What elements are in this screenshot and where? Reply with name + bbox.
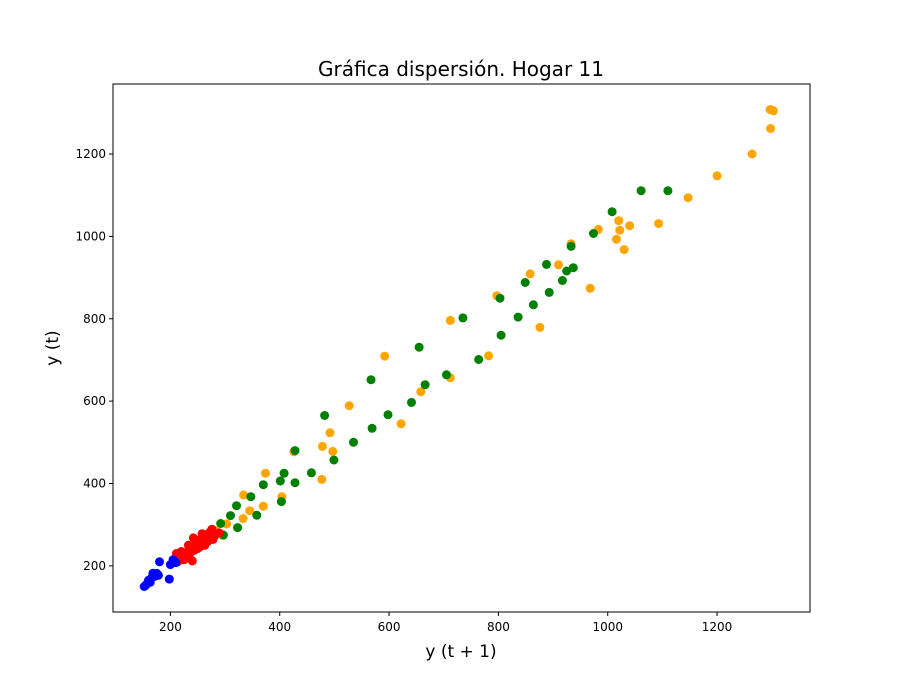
y-tick-label: 400 <box>83 477 106 491</box>
data-point-s0-9 <box>615 225 625 235</box>
data-point-s1-12 <box>513 312 523 322</box>
data-point-s1-21 <box>383 410 393 420</box>
data-point-s1-17 <box>442 370 451 380</box>
data-point-s1-38 <box>226 511 235 521</box>
data-point-s0-6 <box>654 219 664 229</box>
data-point-s0-34 <box>245 506 255 516</box>
data-point-s1-15 <box>458 313 468 323</box>
data-point-s1-31 <box>275 476 285 486</box>
data-point-s0-1 <box>768 106 778 116</box>
data-point-s1-23 <box>367 423 377 433</box>
data-point-s1-30 <box>279 468 289 478</box>
data-point-s0-36 <box>238 514 248 523</box>
data-point-s0-8 <box>614 216 624 226</box>
data-point-s1-29 <box>290 478 300 488</box>
data-point-s0-25 <box>344 401 354 411</box>
y-axis-ticks: 200 400 600 800 1000 1200 <box>75 147 113 573</box>
data-point-s0-26 <box>325 428 335 438</box>
data-point-s1-32 <box>276 497 286 507</box>
data-point-s0-5 <box>683 193 693 203</box>
x-axis-label: y (t + 1) <box>425 642 496 662</box>
data-point-s0-35 <box>239 490 249 500</box>
data-point-s1-28 <box>290 446 300 456</box>
data-point-s0-15 <box>554 260 563 270</box>
x-axis-ticks: 200 400 600 800 1000 1200 <box>159 612 732 634</box>
data-point-s3-14 <box>139 582 149 591</box>
x-tick-label: 1000 <box>592 620 623 634</box>
data-point-s1-7 <box>557 276 567 285</box>
data-point-s1-0 <box>663 186 673 196</box>
data-point-s1-34 <box>252 510 262 520</box>
y-axis-label: y (t) <box>43 330 63 365</box>
data-point-s1-16 <box>474 355 484 364</box>
data-point-s1-20 <box>407 397 416 407</box>
y-tick-label: 1200 <box>75 147 106 161</box>
points-layer <box>139 105 778 591</box>
data-point-s1-33 <box>258 480 268 490</box>
data-point-s1-2 <box>607 207 617 217</box>
data-point-s1-19 <box>414 342 424 352</box>
data-point-s1-1 <box>636 186 646 196</box>
data-point-s1-24 <box>349 437 358 447</box>
data-point-s0-22 <box>416 387 426 397</box>
data-point-s0-23 <box>396 419 406 429</box>
data-point-s0-16 <box>525 269 535 279</box>
data-point-s3-3 <box>164 574 174 584</box>
data-point-s1-37 <box>232 501 241 511</box>
data-point-s0-17 <box>535 322 545 332</box>
data-point-s0-7 <box>625 221 635 231</box>
data-point-s1-3 <box>589 229 598 238</box>
data-point-s3-2 <box>165 560 175 570</box>
data-point-s0-19 <box>484 351 494 361</box>
data-point-s1-39 <box>216 519 226 528</box>
y-tick-label: 800 <box>83 312 106 326</box>
data-point-s0-33 <box>258 501 268 511</box>
data-point-s1-14 <box>496 330 506 340</box>
data-point-s0-2 <box>766 124 776 133</box>
data-point-s0-13 <box>585 283 595 293</box>
data-point-s1-10 <box>528 300 538 310</box>
plot-frame <box>112 83 811 613</box>
x-tick-label: 1200 <box>702 620 733 634</box>
data-point-s0-28 <box>317 441 327 451</box>
data-point-s0-24 <box>380 351 390 361</box>
data-point-s1-6 <box>562 266 572 276</box>
data-point-s0-32 <box>261 468 270 478</box>
data-point-s2-19 <box>183 540 193 550</box>
x-tick-label: 800 <box>487 620 510 634</box>
x-tick-label: 600 <box>378 620 401 634</box>
data-point-s1-26 <box>320 411 330 420</box>
data-point-s0-20 <box>445 315 455 325</box>
data-point-s1-27 <box>306 468 316 478</box>
data-point-s1-4 <box>566 241 576 251</box>
y-tick-label: 600 <box>83 394 106 408</box>
data-point-s0-3 <box>747 149 757 159</box>
data-point-s2-15 <box>188 533 198 543</box>
data-point-s1-18 <box>420 380 430 390</box>
data-point-s1-35 <box>246 492 256 502</box>
data-point-s0-29 <box>317 474 327 484</box>
data-point-s0-4 <box>712 171 722 181</box>
data-point-s3-4 <box>155 557 164 567</box>
data-point-s1-22 <box>366 375 376 385</box>
data-point-s0-10 <box>612 234 621 244</box>
data-point-s1-36 <box>233 523 243 533</box>
data-point-s0-11 <box>619 245 629 255</box>
y-tick-label: 200 <box>83 559 106 573</box>
data-point-s1-11 <box>520 278 530 287</box>
chart-title: Gráfica dispersión. Hogar 11 <box>318 57 604 81</box>
data-point-s0-27 <box>328 446 338 456</box>
x-tick-label: 400 <box>268 620 291 634</box>
data-point-s1-9 <box>544 287 554 297</box>
data-point-s1-25 <box>329 455 339 465</box>
y-tick-label: 1000 <box>75 229 106 243</box>
data-point-s1-13 <box>495 293 505 303</box>
data-point-s1-8 <box>542 259 551 269</box>
x-tick-label: 200 <box>159 620 182 634</box>
